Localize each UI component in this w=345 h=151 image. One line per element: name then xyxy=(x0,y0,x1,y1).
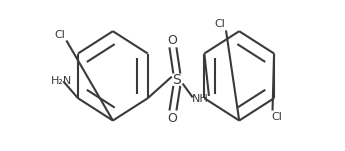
Text: Cl: Cl xyxy=(272,112,283,122)
Text: NH: NH xyxy=(192,94,209,104)
Text: H₂N: H₂N xyxy=(51,76,72,86)
Text: O: O xyxy=(168,112,177,125)
Text: O: O xyxy=(168,34,177,47)
Text: S: S xyxy=(172,73,181,87)
Text: Cl: Cl xyxy=(214,19,225,29)
Text: Cl: Cl xyxy=(55,30,66,40)
